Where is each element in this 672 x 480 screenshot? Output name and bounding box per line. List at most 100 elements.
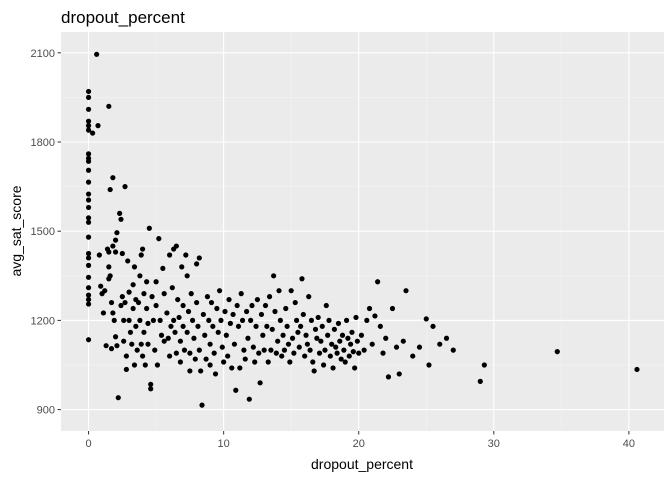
data-point [194, 299, 200, 306]
data-point [203, 356, 209, 362]
data-point [110, 175, 116, 181]
data-point [337, 338, 343, 344]
data-point [154, 362, 161, 368]
data-point [176, 314, 182, 321]
data-point [85, 167, 92, 173]
data-point [149, 294, 155, 300]
data-points [85, 51, 640, 408]
data-point [125, 258, 131, 264]
data-point [187, 368, 193, 374]
data-point [329, 341, 335, 347]
data-point [188, 291, 194, 297]
data-point [443, 335, 450, 341]
data-point [127, 329, 134, 335]
data-point [430, 323, 436, 329]
data-point [107, 273, 113, 279]
data-point [167, 353, 173, 359]
data-point [85, 296, 92, 303]
data-point [179, 264, 185, 270]
data-point [207, 341, 213, 347]
data-point [338, 356, 344, 362]
data-point [426, 362, 432, 368]
data-point [266, 294, 273, 300]
data-point [189, 317, 196, 323]
data-point [85, 292, 92, 298]
data-point [346, 353, 352, 359]
data-point [133, 323, 139, 329]
data-point [345, 335, 351, 341]
data-point [323, 302, 329, 309]
data-point [249, 302, 255, 309]
data-point [123, 353, 129, 359]
data-point [145, 320, 151, 326]
data-point [110, 243, 116, 249]
data-point [369, 341, 375, 347]
data-point [150, 317, 156, 323]
data-point [85, 106, 92, 112]
y-axis-title: avg_sat_score [8, 185, 24, 276]
data-point [366, 305, 373, 312]
data-point [121, 317, 127, 323]
data-point [85, 197, 92, 203]
data-point [112, 334, 119, 340]
data-point [385, 374, 392, 380]
data-point [364, 317, 370, 323]
data-point [177, 359, 184, 365]
data-point [165, 335, 171, 341]
data-point [180, 323, 186, 329]
data-point [107, 186, 113, 193]
data-point [156, 236, 162, 242]
x-tick-label: 20 [353, 438, 365, 450]
data-point [234, 302, 240, 309]
data-point [208, 299, 215, 306]
data-point [152, 347, 158, 353]
data-point [349, 329, 355, 335]
data-point [269, 326, 275, 332]
data-point [250, 344, 256, 350]
data-point [177, 338, 184, 344]
data-point [118, 216, 124, 222]
data-point [312, 326, 319, 332]
data-point [131, 264, 138, 270]
data-point [85, 274, 92, 280]
data-point [353, 314, 359, 321]
data-point [352, 365, 358, 371]
data-point [218, 317, 224, 323]
data-point [214, 305, 220, 312]
data-point [275, 338, 281, 344]
data-point [331, 326, 337, 332]
data-point [268, 347, 274, 353]
data-point [215, 329, 221, 335]
data-point [131, 362, 138, 368]
y-tick-label: 2100 [31, 48, 55, 60]
data-point [135, 299, 142, 306]
data-point [225, 353, 231, 359]
y-tick-label: 1800 [31, 137, 55, 149]
data-point [280, 332, 286, 338]
data-point [85, 285, 92, 291]
data-point [216, 288, 223, 294]
data-point [169, 285, 175, 291]
data-point [85, 191, 92, 197]
data-point [348, 341, 354, 347]
data-point [118, 302, 124, 309]
x-tick-label: 0 [85, 438, 91, 450]
data-point [335, 320, 342, 326]
data-point [153, 279, 159, 285]
data-point [146, 225, 152, 231]
data-point [235, 323, 242, 329]
data-point [287, 359, 293, 365]
data-point [222, 308, 228, 315]
data-point [400, 338, 406, 344]
data-point [279, 353, 285, 359]
data-point [103, 343, 109, 349]
data-point [289, 335, 296, 341]
data-point [117, 210, 123, 216]
y-axis-tick-labels: 900 1200 1500 1800 2100 [31, 48, 55, 417]
data-point [130, 305, 136, 312]
data-point [246, 396, 252, 402]
data-point [339, 332, 346, 338]
data-point [90, 130, 96, 136]
data-point [194, 261, 200, 267]
axis-ticks [57, 52, 630, 435]
